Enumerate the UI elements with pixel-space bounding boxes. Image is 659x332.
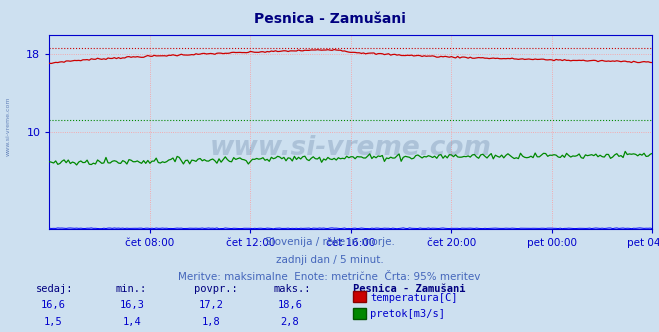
Text: 16,6: 16,6	[40, 300, 65, 310]
Text: www.si-vreme.com: www.si-vreme.com	[210, 134, 492, 160]
Text: Meritve: maksimalne  Enote: metrične  Črta: 95% meritev: Meritve: maksimalne Enote: metrične Črta…	[179, 272, 480, 282]
Text: 1,8: 1,8	[202, 317, 220, 327]
Text: maks.:: maks.:	[273, 284, 311, 294]
Text: 1,4: 1,4	[123, 317, 141, 327]
Text: Slovenija / reke in morje.: Slovenija / reke in morje.	[264, 237, 395, 247]
Text: 2,8: 2,8	[281, 317, 299, 327]
Text: sedaj:: sedaj:	[36, 284, 74, 294]
Text: 1,5: 1,5	[43, 317, 62, 327]
Text: pretok[m3/s]: pretok[m3/s]	[370, 309, 445, 319]
Text: 17,2: 17,2	[198, 300, 223, 310]
Text: povpr.:: povpr.:	[194, 284, 238, 294]
Text: www.si-vreme.com: www.si-vreme.com	[5, 96, 11, 156]
Text: 16,3: 16,3	[119, 300, 144, 310]
Text: temperatura[C]: temperatura[C]	[370, 293, 458, 303]
Text: zadnji dan / 5 minut.: zadnji dan / 5 minut.	[275, 255, 384, 265]
Text: 18,6: 18,6	[277, 300, 302, 310]
Text: min.:: min.:	[115, 284, 146, 294]
Text: Pesnica - Zamušani: Pesnica - Zamušani	[353, 284, 465, 294]
Text: Pesnica - Zamušani: Pesnica - Zamušani	[254, 12, 405, 26]
